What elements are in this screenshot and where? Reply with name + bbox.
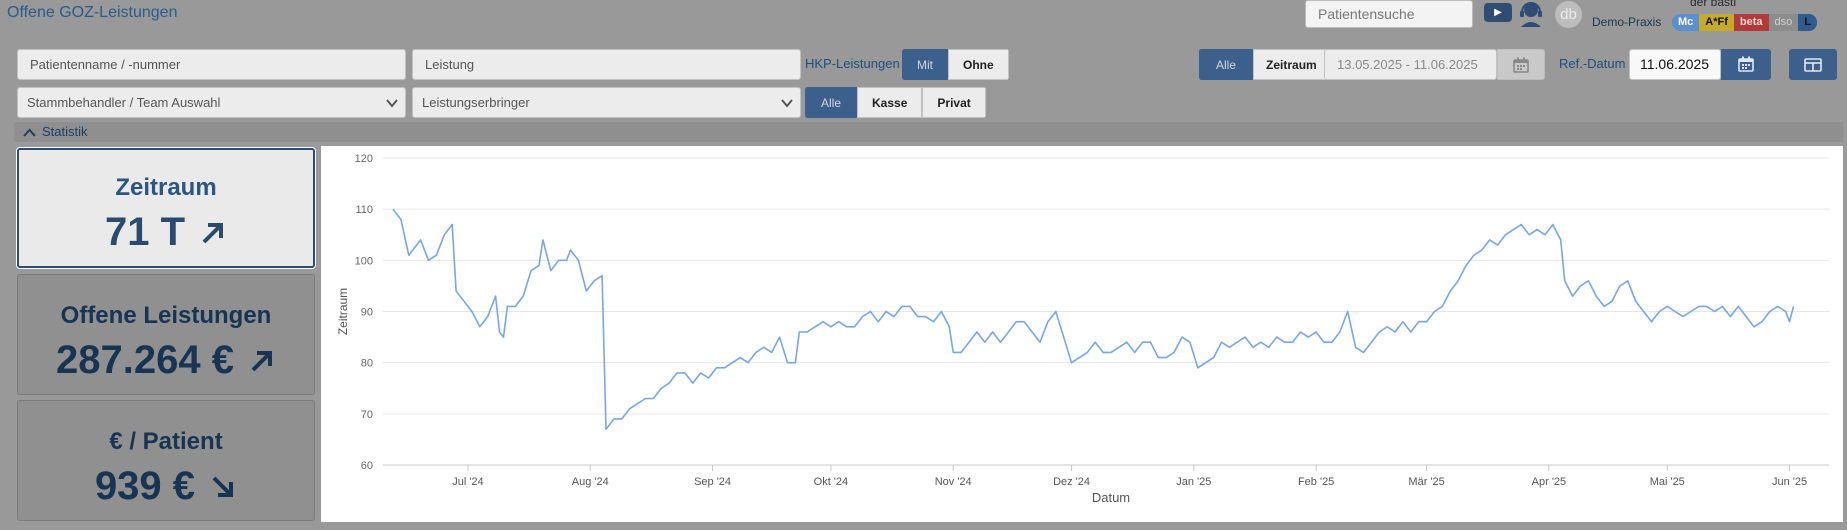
feature-badges: Mc A*Ff beta dso L [1672, 14, 1817, 31]
stat-card-title: € / Patient [109, 428, 223, 455]
youtube-button[interactable]: ▶ [1484, 3, 1512, 22]
badge-dso: dso [1768, 14, 1799, 31]
hkp-option-ohne[interactable]: Ohne [948, 49, 1009, 80]
x-tick-label: Jul '24 [452, 476, 483, 488]
support-headset-icon[interactable] [1518, 0, 1544, 28]
chevron-up-icon [23, 128, 36, 137]
stat-card-euro-pro-patient[interactable]: € / Patient 939 € [17, 400, 315, 521]
statistics-label: Statistik [42, 124, 88, 139]
x-tick-label: Aug '24 [572, 476, 609, 488]
practitioner-select[interactable]: Stammbehandler / Team Auswahl [17, 87, 406, 118]
zeitraum-line-chart: 60 70 80 90 100 110 120 Jul '24 Aug '24 Sep '24 Ok… [336, 153, 1829, 505]
trend-up-icon [202, 222, 224, 243]
x-tick-label: Okt '24 [814, 476, 849, 488]
page-title: Offene GOZ-Leistungen [7, 4, 178, 21]
service-input[interactable]: Leistung [412, 49, 801, 80]
stat-card-title: Offene Leistungen [60, 302, 272, 329]
y-axis-title: Zeitraum [336, 288, 350, 335]
hkp-label: HKP-Leistungen [805, 56, 900, 71]
practitioner-select-value: Stammbehandler / Team Auswahl [27, 95, 221, 110]
stat-card-value: 939 € [94, 464, 196, 508]
insurance-option-privat[interactable]: Privat [922, 87, 986, 118]
trend-up-icon [251, 350, 272, 371]
date-range-input[interactable]: 13.05.2025 - 11.06.2025 [1324, 49, 1497, 80]
badge-mc: Mc [1672, 14, 1700, 31]
chevron-down-icon [386, 99, 398, 108]
patient-name-input[interactable]: Patientenname / -nummer [17, 49, 406, 80]
stat-card-offene-leistungen[interactable]: Offene Leistungen 287.264 € [17, 274, 315, 395]
statistics-section-header[interactable]: Statistik [14, 122, 1843, 142]
stat-card-value: 287.264 € [56, 338, 234, 382]
trend-down-icon [212, 476, 234, 497]
practice-name: Demo-Praxis [1592, 15, 1662, 29]
hkp-toggle: Mit Ohne [902, 49, 1009, 80]
provider-select-value: Leistungserbringer [422, 95, 530, 110]
x-tick-label: Apr '25 [1532, 476, 1567, 488]
insurance-option-alle[interactable]: Alle [805, 87, 858, 118]
x-tick-label: Mär '25 [1408, 476, 1444, 488]
x-tick-label: Jan '25 [1176, 476, 1211, 488]
date-range-calendar-button[interactable] [1497, 49, 1545, 80]
range-option-alle[interactable]: Alle [1199, 49, 1254, 80]
range-option-zeitraum[interactable]: Zeitraum [1253, 49, 1330, 80]
x-tick-label: Dez '24 [1053, 476, 1090, 488]
ref-date-input[interactable]: 11.06.2025 [1629, 49, 1721, 80]
range-toggle: Alle Zeitraum [1199, 49, 1330, 80]
calendar-icon [1513, 57, 1529, 73]
chevron-down-icon [781, 99, 793, 108]
x-tick-label: Sep '24 [694, 476, 731, 488]
stat-card-value: 71 T [104, 210, 186, 254]
x-tick-label: Mai '25 [1650, 476, 1685, 488]
x-tick-label: Feb '25 [1298, 476, 1334, 488]
badge-aff: A*Ff [1699, 14, 1734, 31]
y-tick-label: 80 [361, 358, 373, 370]
ref-date-calendar-button[interactable] [1721, 49, 1771, 80]
x-axis-title: Datum [1092, 490, 1130, 505]
insurance-toggle: Alle Kasse Privat [805, 87, 986, 118]
series-line [392, 208, 1795, 430]
user-avatar[interactable]: db [1555, 1, 1582, 28]
ref-date-label: Ref.-Datum [1559, 56, 1626, 71]
badge-beta: beta [1733, 14, 1769, 31]
provider-select[interactable]: Leistungserbringer [412, 87, 801, 118]
badge-l: L [1798, 14, 1817, 31]
y-tick-label: 90 [361, 307, 373, 319]
x-tick-label: Nov '24 [935, 476, 972, 488]
stat-card-zeitraum[interactable]: Zeitraum 71 T [17, 148, 315, 268]
table-layout-icon [1804, 58, 1822, 72]
calendar-icon [1738, 56, 1754, 72]
patient-search-input[interactable]: Patientensuche [1305, 0, 1473, 28]
zeitraum-chart: 60 70 80 90 100 110 120 Jul '24 Aug '24 Sep '24 Ok… [321, 146, 1843, 522]
x-tick-label: Jun '25 [1772, 476, 1807, 488]
hkp-option-mit[interactable]: Mit [902, 49, 948, 80]
insurance-option-kasse[interactable]: Kasse [857, 87, 923, 118]
y-tick-label: 70 [361, 409, 373, 421]
user-name: der basti [1690, 0, 1737, 9]
layout-toggle-button[interactable] [1789, 49, 1837, 80]
y-tick-label: 100 [355, 255, 373, 267]
y-tick-label: 60 [361, 460, 373, 472]
y-tick-label: 110 [355, 204, 373, 216]
stat-card-title: Zeitraum [115, 174, 217, 201]
y-tick-label: 120 [355, 153, 373, 165]
